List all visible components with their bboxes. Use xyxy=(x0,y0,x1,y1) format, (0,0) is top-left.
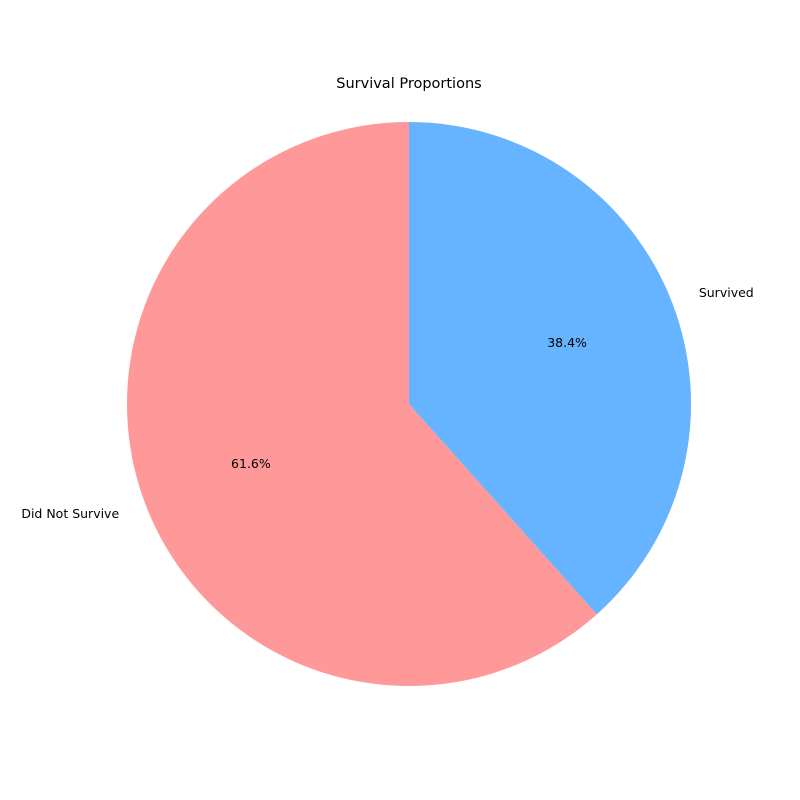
pie-labels: Did Not Survive 61.6% Survived 38.4% xyxy=(21,285,753,521)
slice-percent-label: 38.4% xyxy=(547,335,587,350)
pie-slice-survived xyxy=(409,122,692,615)
pie-slice-did-not-survive xyxy=(126,122,597,686)
slice-label: Did Not Survive xyxy=(21,506,119,521)
slice-label: Survived xyxy=(699,285,754,300)
slice-percent-label: 61.6% xyxy=(231,456,271,471)
pie-slices xyxy=(126,122,692,686)
chart-title: Survival Proportions xyxy=(336,76,481,92)
